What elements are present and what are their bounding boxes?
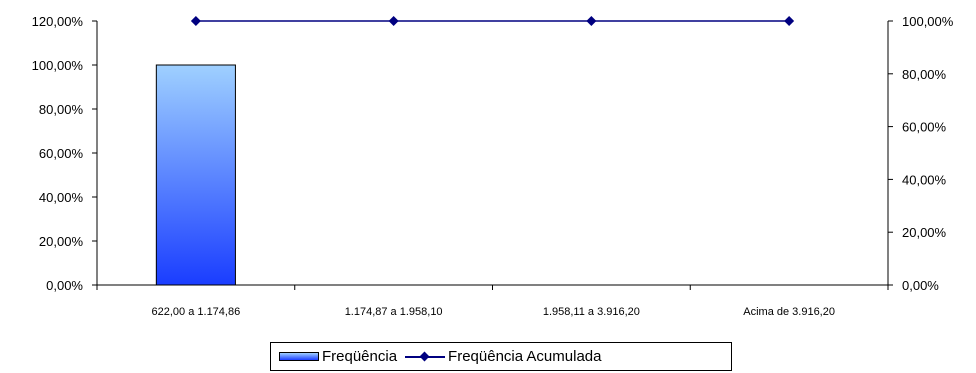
cumulative-point (388, 16, 399, 26)
legend-line-swatch (405, 351, 446, 363)
left-tick-label: 0,00% (46, 278, 83, 293)
x-tick-label: 1.174,87 a 1.958,10 (345, 306, 443, 318)
legend-label-frequencia: Freqüência (322, 348, 398, 365)
right-tick-label: 40,00% (902, 172, 947, 187)
right-tick-label: 20,00% (902, 225, 947, 240)
cumulative-point (190, 16, 201, 26)
cumulative-point (586, 16, 597, 26)
legend-bar-swatch (279, 352, 319, 361)
right-tick-label: 60,00% (902, 120, 947, 135)
left-tick-label: 120,00% (32, 14, 84, 29)
marks (155, 16, 795, 286)
cumulative-point (784, 16, 795, 26)
left-tick-label: 40,00% (39, 190, 84, 205)
legend-item-acumulada: Freqüência Acumulada (405, 348, 601, 365)
legend: Freqüência Freqüência Acumulada (270, 342, 732, 371)
axes: 0,00% 20,00% 40,00% 60,00% 80,00% 100,00% 120,… (32, 14, 954, 318)
left-tick-label: 60,00% (39, 146, 84, 161)
x-tick-label: Acima de 3.916,20 (743, 306, 835, 318)
x-tick-label: 1.958,11 a 3.916,20 (543, 306, 640, 318)
right-tick-label: 0,00% (902, 278, 939, 293)
left-tick-label: 100,00% (32, 58, 84, 73)
legend-label-acumulada: Freqüência Acumulada (448, 348, 602, 365)
bar (155, 64, 236, 286)
legend-item-frequencia: Freqüência (279, 348, 397, 365)
right-tick-label: 80,00% (902, 67, 947, 82)
right-tick-label: 100,00% (902, 14, 954, 29)
left-tick-label: 80,00% (39, 102, 84, 117)
left-tick-label: 20,00% (39, 234, 84, 249)
x-tick-label: 622,00 a 1.174,86 (152, 306, 241, 318)
